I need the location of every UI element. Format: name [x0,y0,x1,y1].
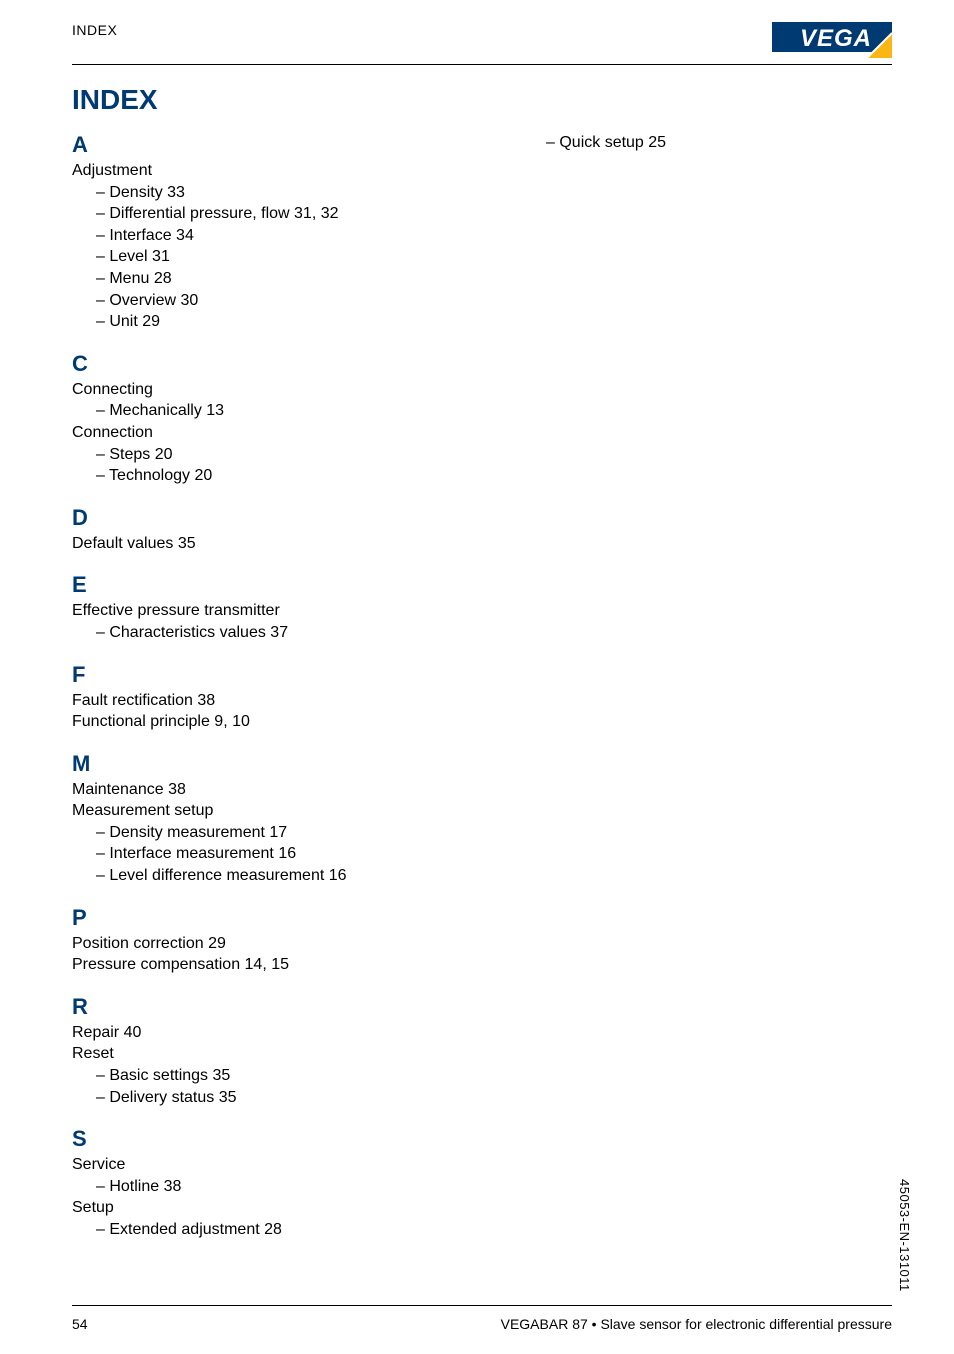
index-column-left: AAdjustment– Density 33– Differential pr… [72,132,442,1241]
index-entry: Connection [72,422,442,444]
index-subentry: – Mechanically 13 [72,400,442,422]
header-rule [72,64,892,65]
index-entry: Position correction 29 [72,933,442,955]
logo-text: VEGA [800,25,872,52]
page-number: 54 [72,1316,88,1332]
index-subentry: – Technology 20 [72,465,442,487]
index-entry: Reset [72,1043,442,1065]
index-entry: Measurement setup [72,800,442,822]
index-subentry: – Hotline 38 [72,1176,442,1198]
index-subentry: – Level difference measurement 16 [72,865,442,887]
index-entry: Adjustment [72,160,442,182]
index-letter: D [72,505,442,531]
index-letter: P [72,905,442,931]
index-entry: Connecting [72,379,442,401]
index-letter: S [72,1126,442,1152]
index-subentry: – Overview 30 [72,290,442,312]
index-subentry: – Characteristics values 37 [72,622,442,644]
index-subentry: – Unit 29 [72,311,442,333]
index-column-right: – Quick setup 25 [522,132,892,1241]
index-letter: E [72,572,442,598]
index-entry: Fault rectification 38 [72,690,442,712]
index-subentry: – Density 33 [72,182,442,204]
index-letter: F [72,662,442,688]
index-subentry: – Basic settings 35 [72,1065,442,1087]
index-entry: Repair 40 [72,1022,442,1044]
index-letter: R [72,994,442,1020]
index-entry: Setup [72,1197,442,1219]
index-subentry: – Density measurement 17 [72,822,442,844]
index-entry: Default values 35 [72,533,442,555]
index-entry: Functional principle 9, 10 [72,711,442,733]
vega-logo: VEGA [772,22,892,58]
index-entry: Pressure compensation 14, 15 [72,954,442,976]
index-subentry: – Steps 20 [72,444,442,466]
header-label: INDEX [72,22,117,38]
index-entry: Effective pressure transmitter [72,600,442,622]
index-subentry: – Level 31 [72,246,442,268]
index-letter: A [72,132,442,158]
index-subentry: – Quick setup 25 [522,132,892,154]
footer-product: VEGABAR 87 • Slave sensor for electronic… [501,1316,892,1332]
index-subentry: – Differential pressure, flow 31, 32 [72,203,442,225]
index-columns: AAdjustment– Density 33– Differential pr… [72,132,892,1241]
footer: 54 VEGABAR 87 • Slave sensor for electro… [72,1316,892,1332]
footer-rule [72,1305,892,1306]
index-entry: Service [72,1154,442,1176]
index-subentry: – Extended adjustment 28 [72,1219,442,1241]
index-letter: M [72,751,442,777]
index-subentry: – Interface measurement 16 [72,843,442,865]
index-subentry: – Interface 34 [72,225,442,247]
index-entry: Maintenance 38 [72,779,442,801]
page-title: INDEX [72,84,158,116]
index-letter: C [72,351,442,377]
index-subentry: – Menu 28 [72,268,442,290]
side-doc-number: 45053-EN-131011 [897,1179,912,1292]
index-subentry: – Delivery status 35 [72,1087,442,1109]
